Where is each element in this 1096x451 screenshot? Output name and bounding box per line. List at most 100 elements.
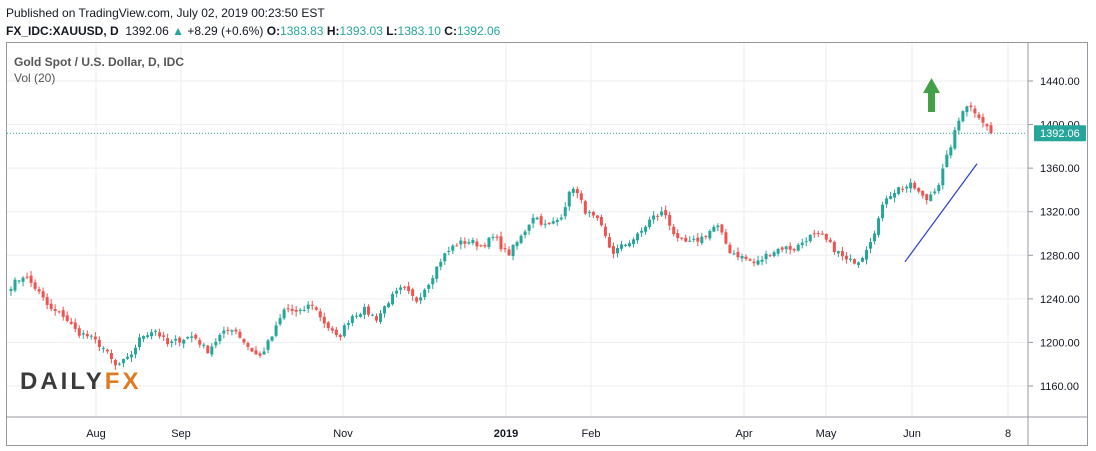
candle: [463, 241, 467, 244]
candle: [105, 349, 109, 352]
candle: [937, 184, 941, 192]
candle: [523, 231, 527, 235]
candle: [69, 321, 73, 324]
candle: [467, 242, 471, 244]
candle: [93, 336, 97, 340]
candle: [812, 233, 816, 235]
candle: [824, 233, 828, 240]
candle: [583, 201, 587, 214]
open-value: 1383.83: [280, 24, 324, 38]
candle: [274, 325, 278, 336]
candle: [539, 216, 543, 225]
candle: [57, 311, 61, 313]
up-arrow-icon: ▲: [172, 24, 184, 38]
candle: [238, 331, 242, 338]
candle: [338, 335, 342, 338]
candle: [692, 238, 696, 240]
candle: [395, 290, 399, 294]
candle: [917, 188, 921, 192]
candle: [162, 335, 166, 337]
candle: [439, 261, 443, 267]
candle: [459, 240, 463, 245]
x-tick-label: Aug: [86, 428, 106, 440]
candle: [33, 282, 37, 289]
y-tick-label: 1160.00: [1040, 381, 1079, 393]
candle: [138, 337, 142, 348]
price-axis[interactable]: 1160.00 1200.00 1240.00 1280.00 1320.00 1360.…: [1028, 76, 1080, 393]
candle: [403, 286, 407, 288]
candle: [379, 313, 383, 322]
candle: [294, 309, 298, 312]
price-change: +8.29 (+0.6%): [187, 24, 264, 38]
candle: [860, 258, 864, 262]
candle: [158, 332, 162, 337]
candle: [595, 215, 599, 219]
candle: [945, 154, 949, 167]
candle: [768, 255, 772, 257]
bullish-arrow-icon: [923, 78, 940, 112]
candle: [873, 233, 877, 242]
candle: [804, 241, 808, 243]
candle: [391, 293, 395, 305]
candle: [535, 217, 539, 220]
candle: [961, 111, 965, 122]
candle: [218, 335, 222, 342]
candle: [483, 245, 487, 247]
candle: [146, 335, 150, 337]
candle: [399, 287, 403, 290]
candle: [334, 329, 338, 336]
candle: [848, 258, 852, 260]
candle: [864, 249, 868, 260]
candle: [636, 233, 640, 241]
candle: [49, 303, 53, 309]
candle: [258, 353, 262, 356]
candle: [724, 232, 728, 244]
candle: [905, 186, 909, 189]
candle: [840, 251, 844, 257]
candle: [447, 250, 451, 252]
candle: [455, 245, 459, 247]
candle: [780, 247, 784, 250]
candle: [262, 351, 266, 355]
candle: [234, 329, 238, 332]
candle: [527, 224, 531, 231]
x-tick-label: Jun: [903, 428, 921, 440]
candle: [856, 262, 860, 265]
candle: [314, 307, 318, 310]
candle: [599, 217, 603, 226]
candle: [154, 330, 158, 332]
candle: [419, 297, 423, 301]
chart-frame[interactable]: [6, 42, 1088, 446]
candle: [109, 352, 113, 359]
candle: [881, 204, 885, 219]
candle: [475, 241, 479, 247]
candle: [170, 341, 174, 343]
candle: [688, 240, 692, 242]
candle: [736, 251, 740, 258]
time-axis[interactable]: Aug Sep Nov 2019 Feb Apr May Jun 8: [86, 428, 1011, 440]
candle: [407, 286, 411, 291]
candle: [198, 340, 202, 345]
candle: [628, 243, 632, 247]
candle: [298, 309, 302, 312]
candle: [362, 306, 366, 315]
candle: [226, 329, 230, 331]
published-line: Published on TradingView.com, July 02, 2…: [6, 6, 325, 20]
candle: [21, 277, 25, 282]
candle: [186, 337, 190, 339]
candle: [591, 211, 595, 216]
candle: [836, 251, 840, 254]
candle: [788, 245, 792, 250]
candle: [25, 276, 29, 278]
candle: [29, 275, 33, 283]
candle: [129, 354, 133, 358]
candle: [266, 340, 270, 350]
candle: [322, 316, 326, 324]
trend-line[interactable]: [904, 163, 978, 263]
close-label: C:: [444, 24, 457, 38]
low-value: 1383.10: [397, 24, 441, 38]
candle: [543, 223, 547, 225]
close-value: 1392.06: [456, 24, 501, 38]
candle: [174, 338, 178, 341]
